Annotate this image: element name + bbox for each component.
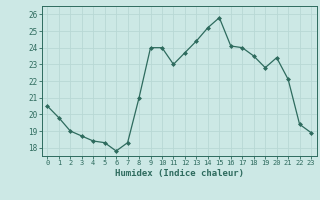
X-axis label: Humidex (Indice chaleur): Humidex (Indice chaleur) <box>115 169 244 178</box>
